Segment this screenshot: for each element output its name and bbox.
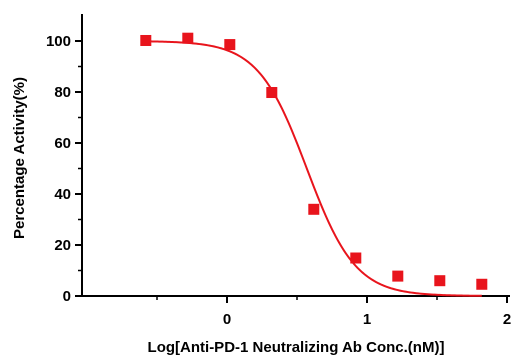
data-points bbox=[140, 32, 488, 290]
data-point-6 bbox=[350, 252, 362, 264]
y-tick-label-100: 100 bbox=[46, 33, 71, 50]
data-point-4 bbox=[266, 87, 278, 99]
x-tick-label-2: 2 bbox=[503, 311, 511, 328]
y-ticks: 0 20 40 60 80 100 bbox=[46, 33, 82, 305]
data-point-9 bbox=[476, 278, 488, 290]
fit-curve bbox=[145, 40, 482, 297]
y-tick-label-80: 80 bbox=[54, 84, 71, 101]
y-tick-label-40: 40 bbox=[54, 186, 71, 203]
x-tick-label-1: 1 bbox=[363, 311, 371, 328]
x-axis-title: Log[Anti-PD-1 Neutralizing Ab Conc.(nM)] bbox=[148, 339, 445, 356]
y-tick-label-60: 60 bbox=[54, 135, 71, 152]
y-tick-label-20: 20 bbox=[54, 237, 71, 254]
data-point-2 bbox=[182, 32, 194, 44]
y-tick-label-0: 0 bbox=[63, 288, 71, 305]
data-point-3 bbox=[224, 39, 236, 51]
data-point-7 bbox=[392, 270, 404, 282]
axes bbox=[81, 14, 510, 297]
data-point-8 bbox=[434, 275, 446, 287]
x-ticks: 0 1 2 bbox=[156, 296, 511, 328]
x-tick-label-0: 0 bbox=[223, 311, 231, 328]
data-point-1 bbox=[140, 34, 152, 46]
data-point-5 bbox=[308, 203, 320, 215]
y-axis-title: Percentage Activity(%) bbox=[11, 77, 28, 239]
